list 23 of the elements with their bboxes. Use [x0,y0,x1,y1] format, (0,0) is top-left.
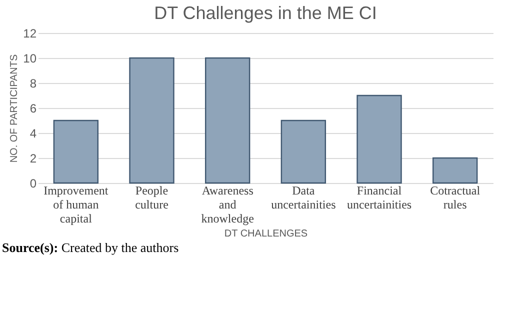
y-tick-label: 8 [30,76,37,90]
bar [356,94,402,184]
bar [53,120,99,184]
y-axis-title: NO. OF PARTICIPANTS [9,54,20,163]
chart-title: DT Challenges in the ME CI [154,3,377,23]
y-tick-label: 10 [23,52,37,66]
bar [432,157,478,184]
x-tick-label: Cotractual rules [430,184,481,212]
x-tick-label: People culture [135,184,168,212]
y-tick-label: 0 [30,176,37,190]
x-axis-title: DT CHALLENGES [224,228,308,240]
y-tick-label: 4 [30,126,37,140]
y-tick-label: 2 [30,152,37,166]
y-tick-label: 12 [23,26,37,40]
x-tick-label: Data uncertainities [271,184,336,212]
x-tick-label: Awareness and knowledge [201,184,254,226]
source-note: Source(s): Created by the authors [2,240,180,256]
bar [204,57,250,184]
y-tick-label: 6 [30,102,37,116]
x-tick-label: Improvement of human capital [44,184,109,226]
bar [129,57,174,184]
x-tick-label: Financial uncertainities [346,184,412,212]
bar [280,120,326,184]
